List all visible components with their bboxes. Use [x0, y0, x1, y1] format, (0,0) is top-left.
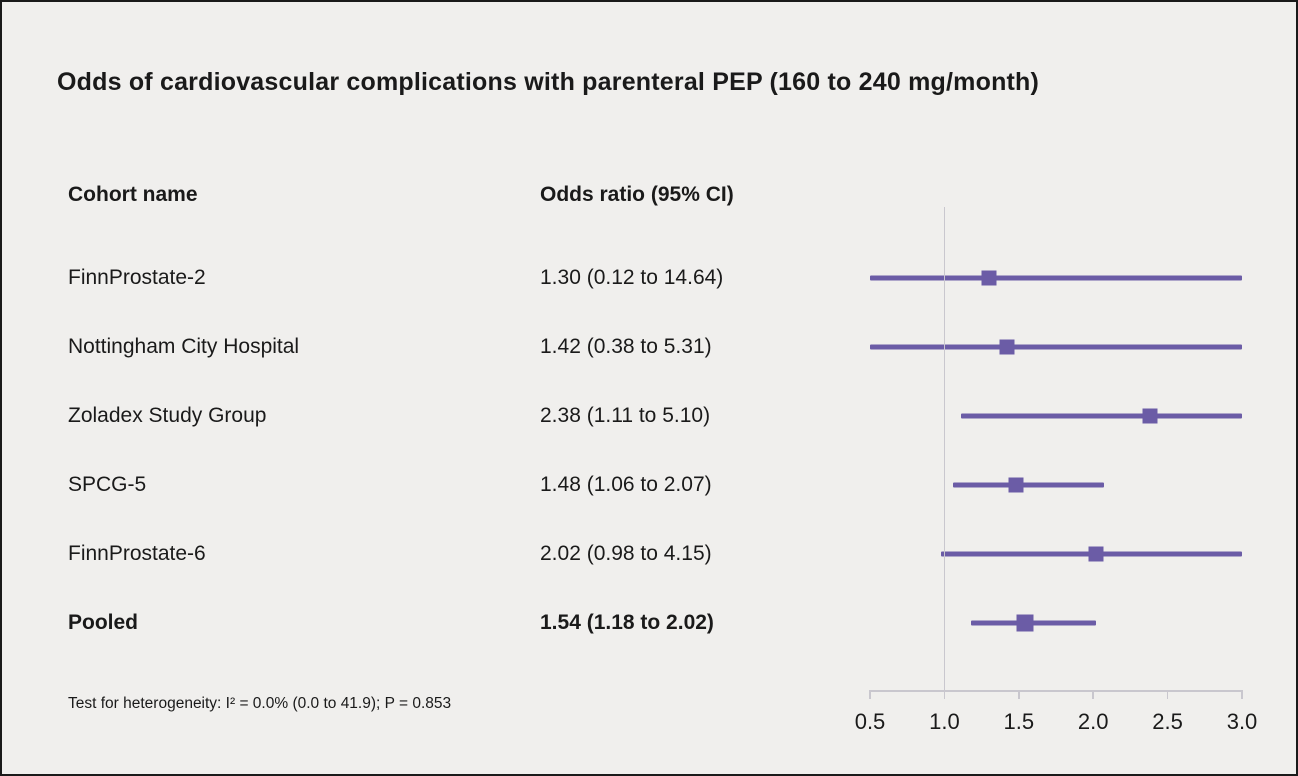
x-axis-tick-label: 3.0 [1226, 709, 1258, 734]
odds-ratio-marker [1088, 546, 1104, 562]
column-header-cohort: Cohort name [68, 183, 198, 206]
x-axis-tick-label: 2.0 [1077, 709, 1109, 734]
odds-ratio-marker [999, 339, 1015, 355]
x-axis-line [870, 690, 1242, 692]
odds-ratio-marker [1016, 614, 1034, 632]
cohort-label: Zoladex Study Group [68, 404, 267, 427]
x-axis-tick [869, 690, 871, 699]
x-axis-tick [1092, 690, 1094, 699]
cohort-label: FinnProstate-6 [68, 542, 206, 565]
x-axis-tick-label: 1.0 [929, 709, 960, 734]
chart-title: Odds of cardiovascular complications wit… [57, 68, 1040, 96]
odds-ratio-value: 1.54 (1.18 to 2.02) [540, 611, 714, 634]
reference-line [943, 207, 946, 690]
x-axis-tick [1166, 690, 1169, 699]
cohort-label: SPCG-5 [68, 473, 147, 496]
x-axis-tick [1241, 690, 1243, 699]
x-axis-tick-label: 2.5 [1152, 709, 1183, 734]
heterogeneity-footnote: Test for heterogeneity: I² = 0.0% (0.0 t… [68, 695, 452, 712]
confidence-interval-line [960, 413, 1242, 419]
confidence-interval-line [870, 344, 1242, 350]
odds-ratio-value: 2.02 (0.98 to 4.15) [540, 542, 712, 565]
x-axis-tick-label: 0.5 [854, 709, 886, 734]
confidence-interval-line [953, 482, 1104, 488]
column-header-odds-ratio: Odds ratio (95% CI) [540, 183, 734, 206]
confidence-interval-line [971, 620, 1097, 626]
x-axis-tick [943, 690, 946, 699]
odds-ratio-marker [1142, 408, 1158, 424]
cohort-label: FinnProstate-2 [68, 266, 206, 289]
cohort-label: Nottingham City Hospital [68, 335, 300, 358]
odds-ratio-marker [1008, 477, 1024, 493]
odds-ratio-marker [981, 270, 997, 286]
x-axis-tick-label: 1.5 [1003, 709, 1035, 734]
cohort-label: Pooled [68, 611, 139, 634]
odds-ratio-value: 2.38 (1.11 to 5.10) [540, 404, 711, 427]
x-axis-tick [1018, 690, 1020, 699]
odds-ratio-value: 1.30 (0.12 to 14.64) [540, 266, 724, 289]
confidence-interval-line [870, 275, 1242, 281]
odds-ratio-value: 1.48 (1.06 to 2.07) [540, 473, 712, 496]
odds-ratio-value: 1.42 (0.38 to 5.31) [540, 335, 712, 358]
